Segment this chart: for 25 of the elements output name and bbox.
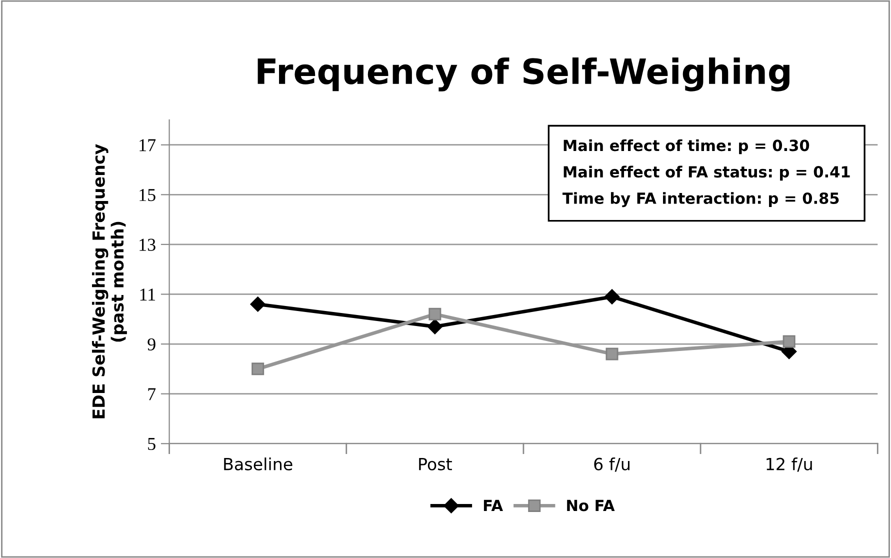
x-tick-label: 6 f/u [594,458,630,472]
y-tick-label: 5 [148,438,156,450]
point [604,289,620,304]
x-tick-label: Post [419,458,452,470]
point [428,308,442,320]
x-tick-label: Baseline [224,458,292,470]
point [606,348,618,360]
y-tick-label: 9 [148,338,156,350]
legend-label: No FA [567,500,615,512]
chart-title: Frequency of Self-Weighing [258,57,790,92]
y-tick-label: 15 [140,189,156,202]
point [427,319,442,334]
x-tick-label: 12 f/u [766,458,812,472]
point [252,362,264,376]
annotation: Main effect of FA status: p = 0.41 [564,166,850,181]
annotation: Time by FA interaction: p = 0.85 [562,192,839,208]
y-tick-label: 11 [140,288,156,300]
y-tick-label: 13 [140,238,156,251]
y-tick-label: 7 [148,388,156,400]
point [782,335,796,348]
annotation: Main effect of time: p = 0.30 [564,139,810,154]
legend-label: FA [484,500,503,512]
point [250,296,266,312]
y-tick-label: 17 [140,139,156,152]
y-axis-title: EDE Self-Weighing Frequency (past month) [92,144,127,418]
